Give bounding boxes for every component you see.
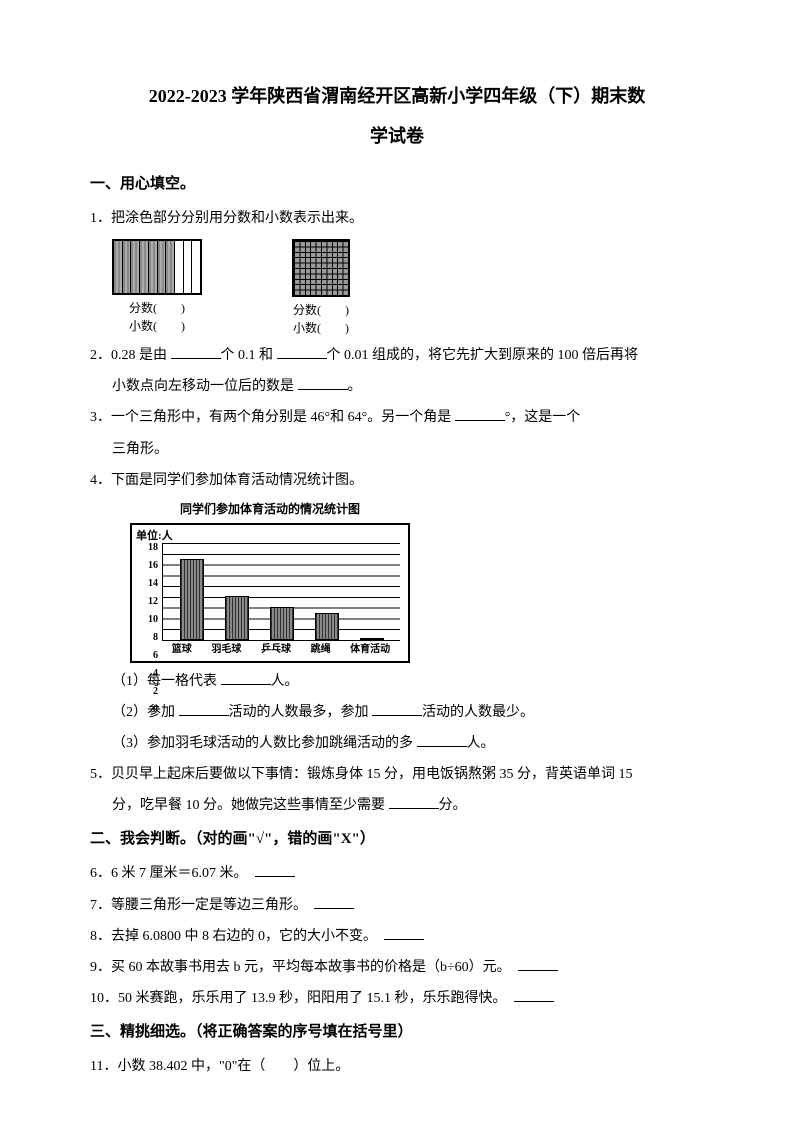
grid-square bbox=[292, 239, 350, 297]
question-6: 6．6 米 7 厘米＝6.07 米。 bbox=[90, 861, 704, 886]
question-3-cont: 三角形。 bbox=[90, 437, 704, 462]
section1-heading: 一、用心填空。 bbox=[90, 171, 704, 198]
fraction-label: 分数( ) bbox=[293, 301, 349, 319]
question-9: 9．买 60 本故事书用去 b 元，平均每本故事书的价格是（b÷60）元。 bbox=[90, 955, 704, 980]
figure-1-labels: 分数( ) 小数( ) bbox=[129, 299, 185, 335]
section3-heading: 三、精挑细选。（将正确答案的序号填在括号里） bbox=[90, 1019, 704, 1046]
decimal-label: 小数( ) bbox=[129, 317, 185, 335]
question-5-cont: 分，吃早餐 10 分。她做完这些事情至少需要 分。 bbox=[90, 793, 704, 818]
plot-area bbox=[162, 543, 400, 641]
decimal-label: 小数( ) bbox=[293, 319, 349, 337]
question-4-2: （2）参加 活动的人数最多，参加 活动的人数最少。 bbox=[90, 700, 704, 725]
question-7: 7．等腰三角形一定是等边三角形。 bbox=[90, 893, 704, 918]
fraction-label: 分数( ) bbox=[129, 299, 185, 317]
bar-jumprope bbox=[315, 613, 339, 640]
bar-chart: 同学们参加体育活动的情况统计图 单位:人 18 16 14 12 10 8 6 … bbox=[130, 499, 410, 663]
exam-title-line1: 2022-2023 学年陕西省渭南经开区高新小学四年级（下）期末数 bbox=[90, 80, 704, 112]
bar-pingpong bbox=[270, 607, 294, 639]
question-3: 3．一个三角形中，有两个角分别是 46°和 64°。另一个角是 °，这是一个 bbox=[90, 405, 704, 430]
figures-row: 分数( ) 小数( ) 分数( ) 小数( ) bbox=[112, 239, 704, 337]
figure-2-labels: 分数( ) 小数( ) bbox=[293, 301, 349, 337]
striped-rectangle bbox=[112, 239, 202, 295]
question-4-1: （1）每一格代表 人。 bbox=[90, 669, 704, 694]
question-1: 1．把涂色部分分别用分数和小数表示出来。 bbox=[90, 206, 704, 231]
bars bbox=[163, 543, 400, 640]
exam-title-line2: 学试卷 bbox=[90, 120, 704, 152]
figure-1: 分数( ) 小数( ) bbox=[112, 239, 202, 337]
question-10: 10．50 米赛跑，乐乐用了 13.9 秒，阳阳用了 15.1 秒，乐乐跑得快。 bbox=[90, 986, 704, 1011]
question-4-3: （3）参加羽毛球活动的人数比参加跳绳活动的多 人。 bbox=[90, 731, 704, 756]
x-labels: 篮球 羽毛球 乒乓球 跳绳 体育活动 bbox=[162, 641, 400, 659]
chart-title: 同学们参加体育活动的情况统计图 bbox=[130, 499, 410, 521]
figure-2: 分数( ) 小数( ) bbox=[292, 239, 350, 337]
chart-area: 单位:人 18 16 14 12 10 8 6 4 2 0 篮球 羽毛球 bbox=[130, 523, 410, 663]
bar-basketball bbox=[180, 559, 204, 640]
question-4: 4．下面是同学们参加体育活动情况统计图。 bbox=[90, 468, 704, 493]
question-2: 2．0.28 是由 个 0.1 和 个 0.01 组成的，将它先扩大到原来的 1… bbox=[90, 343, 704, 368]
question-8: 8．去掉 6.0800 中 8 右边的 0，它的大小不变。 bbox=[90, 924, 704, 949]
bar-badminton bbox=[225, 596, 249, 639]
section2-heading: 二、我会判断。（对的画"√"，错的画"X"） bbox=[90, 826, 704, 853]
question-2-cont: 小数点向左移动一位后的数是 。 bbox=[90, 374, 704, 399]
bar-sports bbox=[360, 638, 384, 640]
y-ticks: 18 16 14 12 10 8 6 4 2 0 bbox=[138, 539, 158, 643]
question-11: 11．小数 38.402 中，"0"在（ ）位上。 bbox=[90, 1054, 704, 1079]
question-5: 5．贝贝早上起床后要做以下事情：锻炼身体 15 分，用电饭锅熬粥 35 分，背英… bbox=[90, 762, 704, 787]
